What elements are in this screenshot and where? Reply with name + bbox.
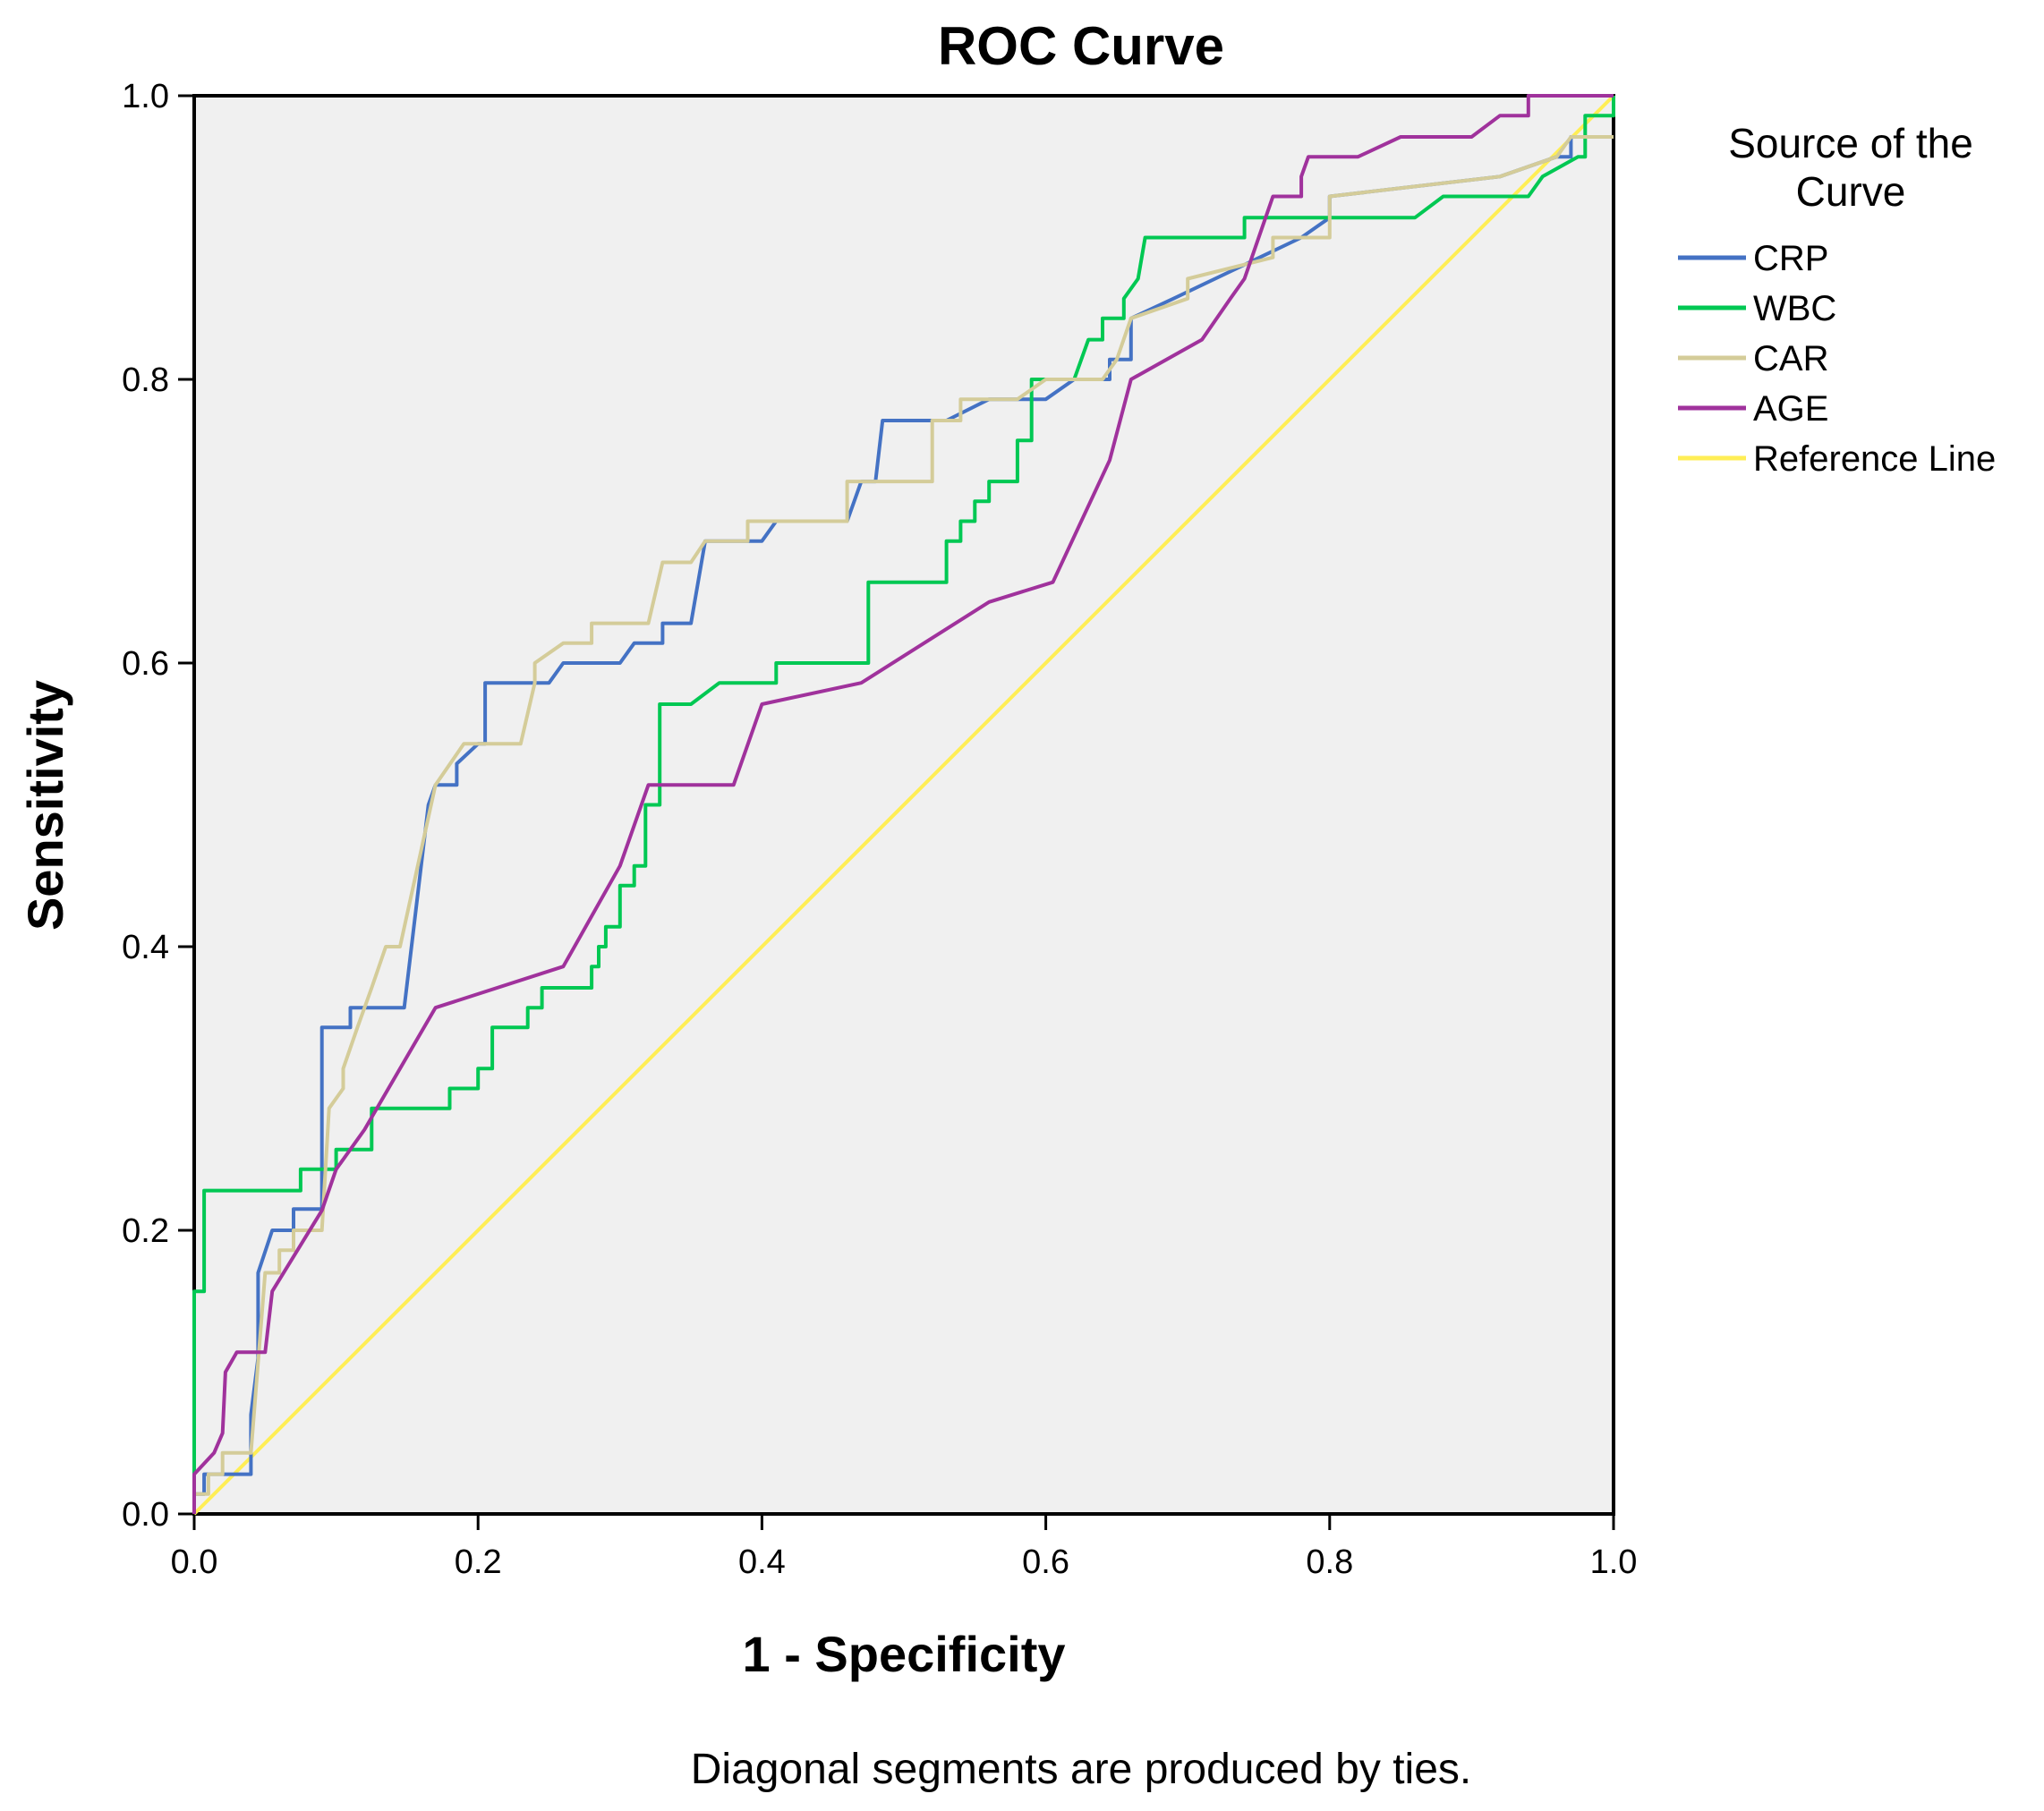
- chart-footnote: Diagonal segments are produced by ties.: [691, 1746, 1472, 1793]
- y-tick-label: 0.4: [122, 929, 169, 966]
- series-line-car: [192, 135, 1614, 1514]
- x-axis-title: 1 - Specificity: [742, 1626, 1065, 1682]
- series-line-age: [192, 94, 1614, 1514]
- x-tick-label: 0.8: [1306, 1543, 1353, 1581]
- legend-label-crp: CRP: [1753, 239, 1828, 278]
- x-tick-label: 0.4: [738, 1543, 786, 1581]
- x-tick-label: 0.6: [1022, 1543, 1069, 1581]
- legend-label-car: CAR: [1753, 339, 1828, 378]
- legend-label-reference-line: Reference Line: [1753, 439, 1996, 479]
- legend-title-line-2: Curve: [1796, 168, 1906, 215]
- x-tick-label: 0.0: [171, 1543, 218, 1581]
- series-line-reference-line: [192, 94, 1615, 1516]
- legend-items: CRP WBC CAR AGE Reference Line: [1678, 239, 1996, 479]
- legend-label-wbc: WBC: [1753, 289, 1836, 328]
- legend: Source of the Curve CRP WBC CAR AGE Referenc…: [1678, 120, 1996, 479]
- chart-title: ROC Curve: [938, 16, 1224, 76]
- legend-label-age: AGE: [1753, 389, 1828, 429]
- series-lines: [192, 94, 1615, 1516]
- legend-title-line-1: Source of the: [1728, 120, 1973, 166]
- y-axis-title: Sensitivity: [17, 680, 73, 931]
- y-tick-label: 1.0: [122, 78, 169, 115]
- series-line-wbc: [192, 96, 1615, 1514]
- x-tick-label: 1.0: [1590, 1543, 1638, 1581]
- axis-ticks: 0.0 0.2 0.4 0.6 0.8 1.0 0.0 0.2 0.4 0.6 0.8 1.0: [122, 78, 1637, 1581]
- y-tick-label: 0.6: [122, 645, 169, 683]
- y-tick-label: 0.0: [122, 1496, 169, 1534]
- x-tick-label: 0.2: [455, 1543, 502, 1581]
- y-tick-label: 0.8: [122, 361, 169, 399]
- y-tick-label: 0.2: [122, 1212, 169, 1250]
